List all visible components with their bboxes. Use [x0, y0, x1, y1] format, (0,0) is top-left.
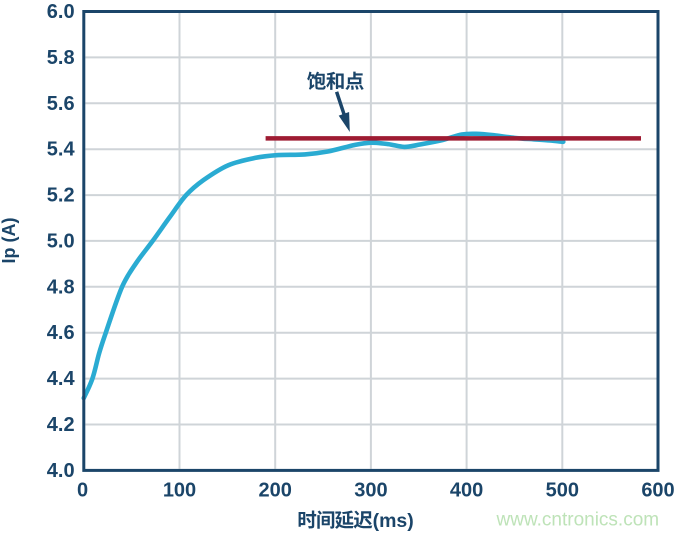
svg-text:Ip (A): Ip (A) — [0, 218, 19, 264]
svg-text:5.6: 5.6 — [47, 93, 75, 115]
svg-text:200: 200 — [259, 480, 292, 502]
svg-text:500: 500 — [546, 480, 579, 502]
svg-text:4.4: 4.4 — [47, 368, 76, 390]
svg-text:100: 100 — [163, 480, 196, 502]
svg-text:5.0: 5.0 — [47, 230, 75, 252]
svg-text:4.0: 4.0 — [47, 460, 75, 482]
svg-text:600: 600 — [641, 480, 674, 502]
svg-text:300: 300 — [354, 480, 387, 502]
svg-text:(ms): (ms) — [373, 510, 414, 532]
svg-text:5.4: 5.4 — [47, 139, 76, 161]
svg-text:4.6: 4.6 — [47, 322, 75, 344]
svg-text:4.2: 4.2 — [47, 414, 75, 436]
svg-text:5.2: 5.2 — [47, 185, 75, 207]
svg-text:5.8: 5.8 — [47, 47, 75, 69]
svg-text:0: 0 — [77, 480, 88, 502]
svg-text:4.8: 4.8 — [47, 276, 75, 298]
svg-text:www.cntronics.com: www.cntronics.com — [496, 510, 660, 531]
svg-text:400: 400 — [450, 480, 483, 502]
svg-text:6.0: 6.0 — [47, 1, 75, 23]
